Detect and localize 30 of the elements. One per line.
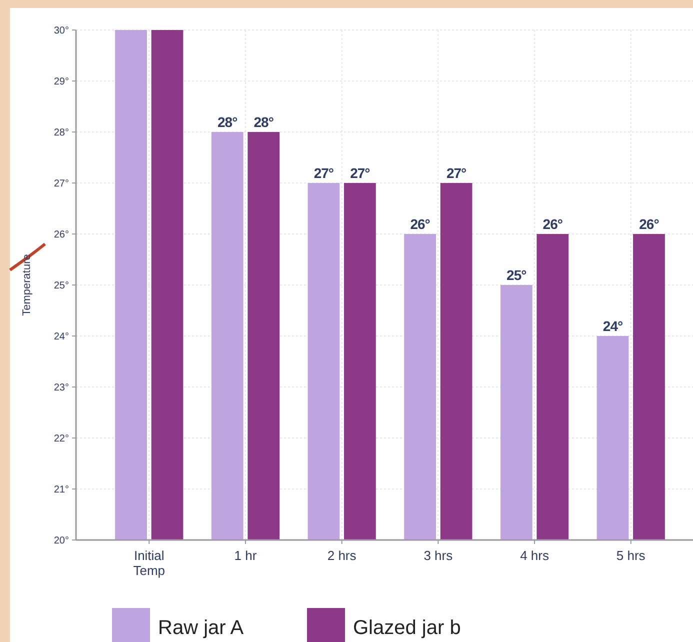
y-tick-label: 27° xyxy=(54,178,69,190)
data-label: 27° xyxy=(446,165,466,181)
data-label: 24° xyxy=(602,318,623,334)
y-tick-label: 29° xyxy=(54,76,69,88)
data-label: 27° xyxy=(314,165,334,181)
x-tick-label: 3 hrs xyxy=(424,548,454,563)
y-tick-label: 21° xyxy=(54,484,69,496)
y-axis-title: Temperature xyxy=(21,254,33,316)
y-tick-label: 20° xyxy=(54,536,69,546)
data-label: 26° xyxy=(410,216,430,232)
legend-label: Glazed jar b xyxy=(353,617,461,639)
x-tick-label: 4 hrs xyxy=(520,548,550,563)
data-label: 26° xyxy=(542,216,562,232)
legend-label: Raw jar A xyxy=(158,617,244,639)
y-tick-label: 30° xyxy=(54,26,69,36)
y-tick-label: 24° xyxy=(54,332,69,342)
y-tick-label: 28° xyxy=(54,128,69,138)
data-label: 28° xyxy=(218,114,238,130)
y-tick-label: 25° xyxy=(54,280,69,292)
data-label: 28° xyxy=(254,114,274,130)
data-label: 25° xyxy=(506,267,526,283)
x-tick-label: 5 hrs xyxy=(616,548,646,563)
y-tick-label: 22° xyxy=(54,434,69,444)
y-tick-label: 26° xyxy=(54,230,69,240)
x-tick-label: 1 hr xyxy=(234,548,258,563)
data-label: 27° xyxy=(350,165,370,181)
y-tick-label: 23° xyxy=(54,382,69,394)
x-tick-label: Initial Temp xyxy=(133,548,166,578)
data-label: 26° xyxy=(639,216,659,232)
x-tick-label: 2 hrs xyxy=(327,548,357,563)
